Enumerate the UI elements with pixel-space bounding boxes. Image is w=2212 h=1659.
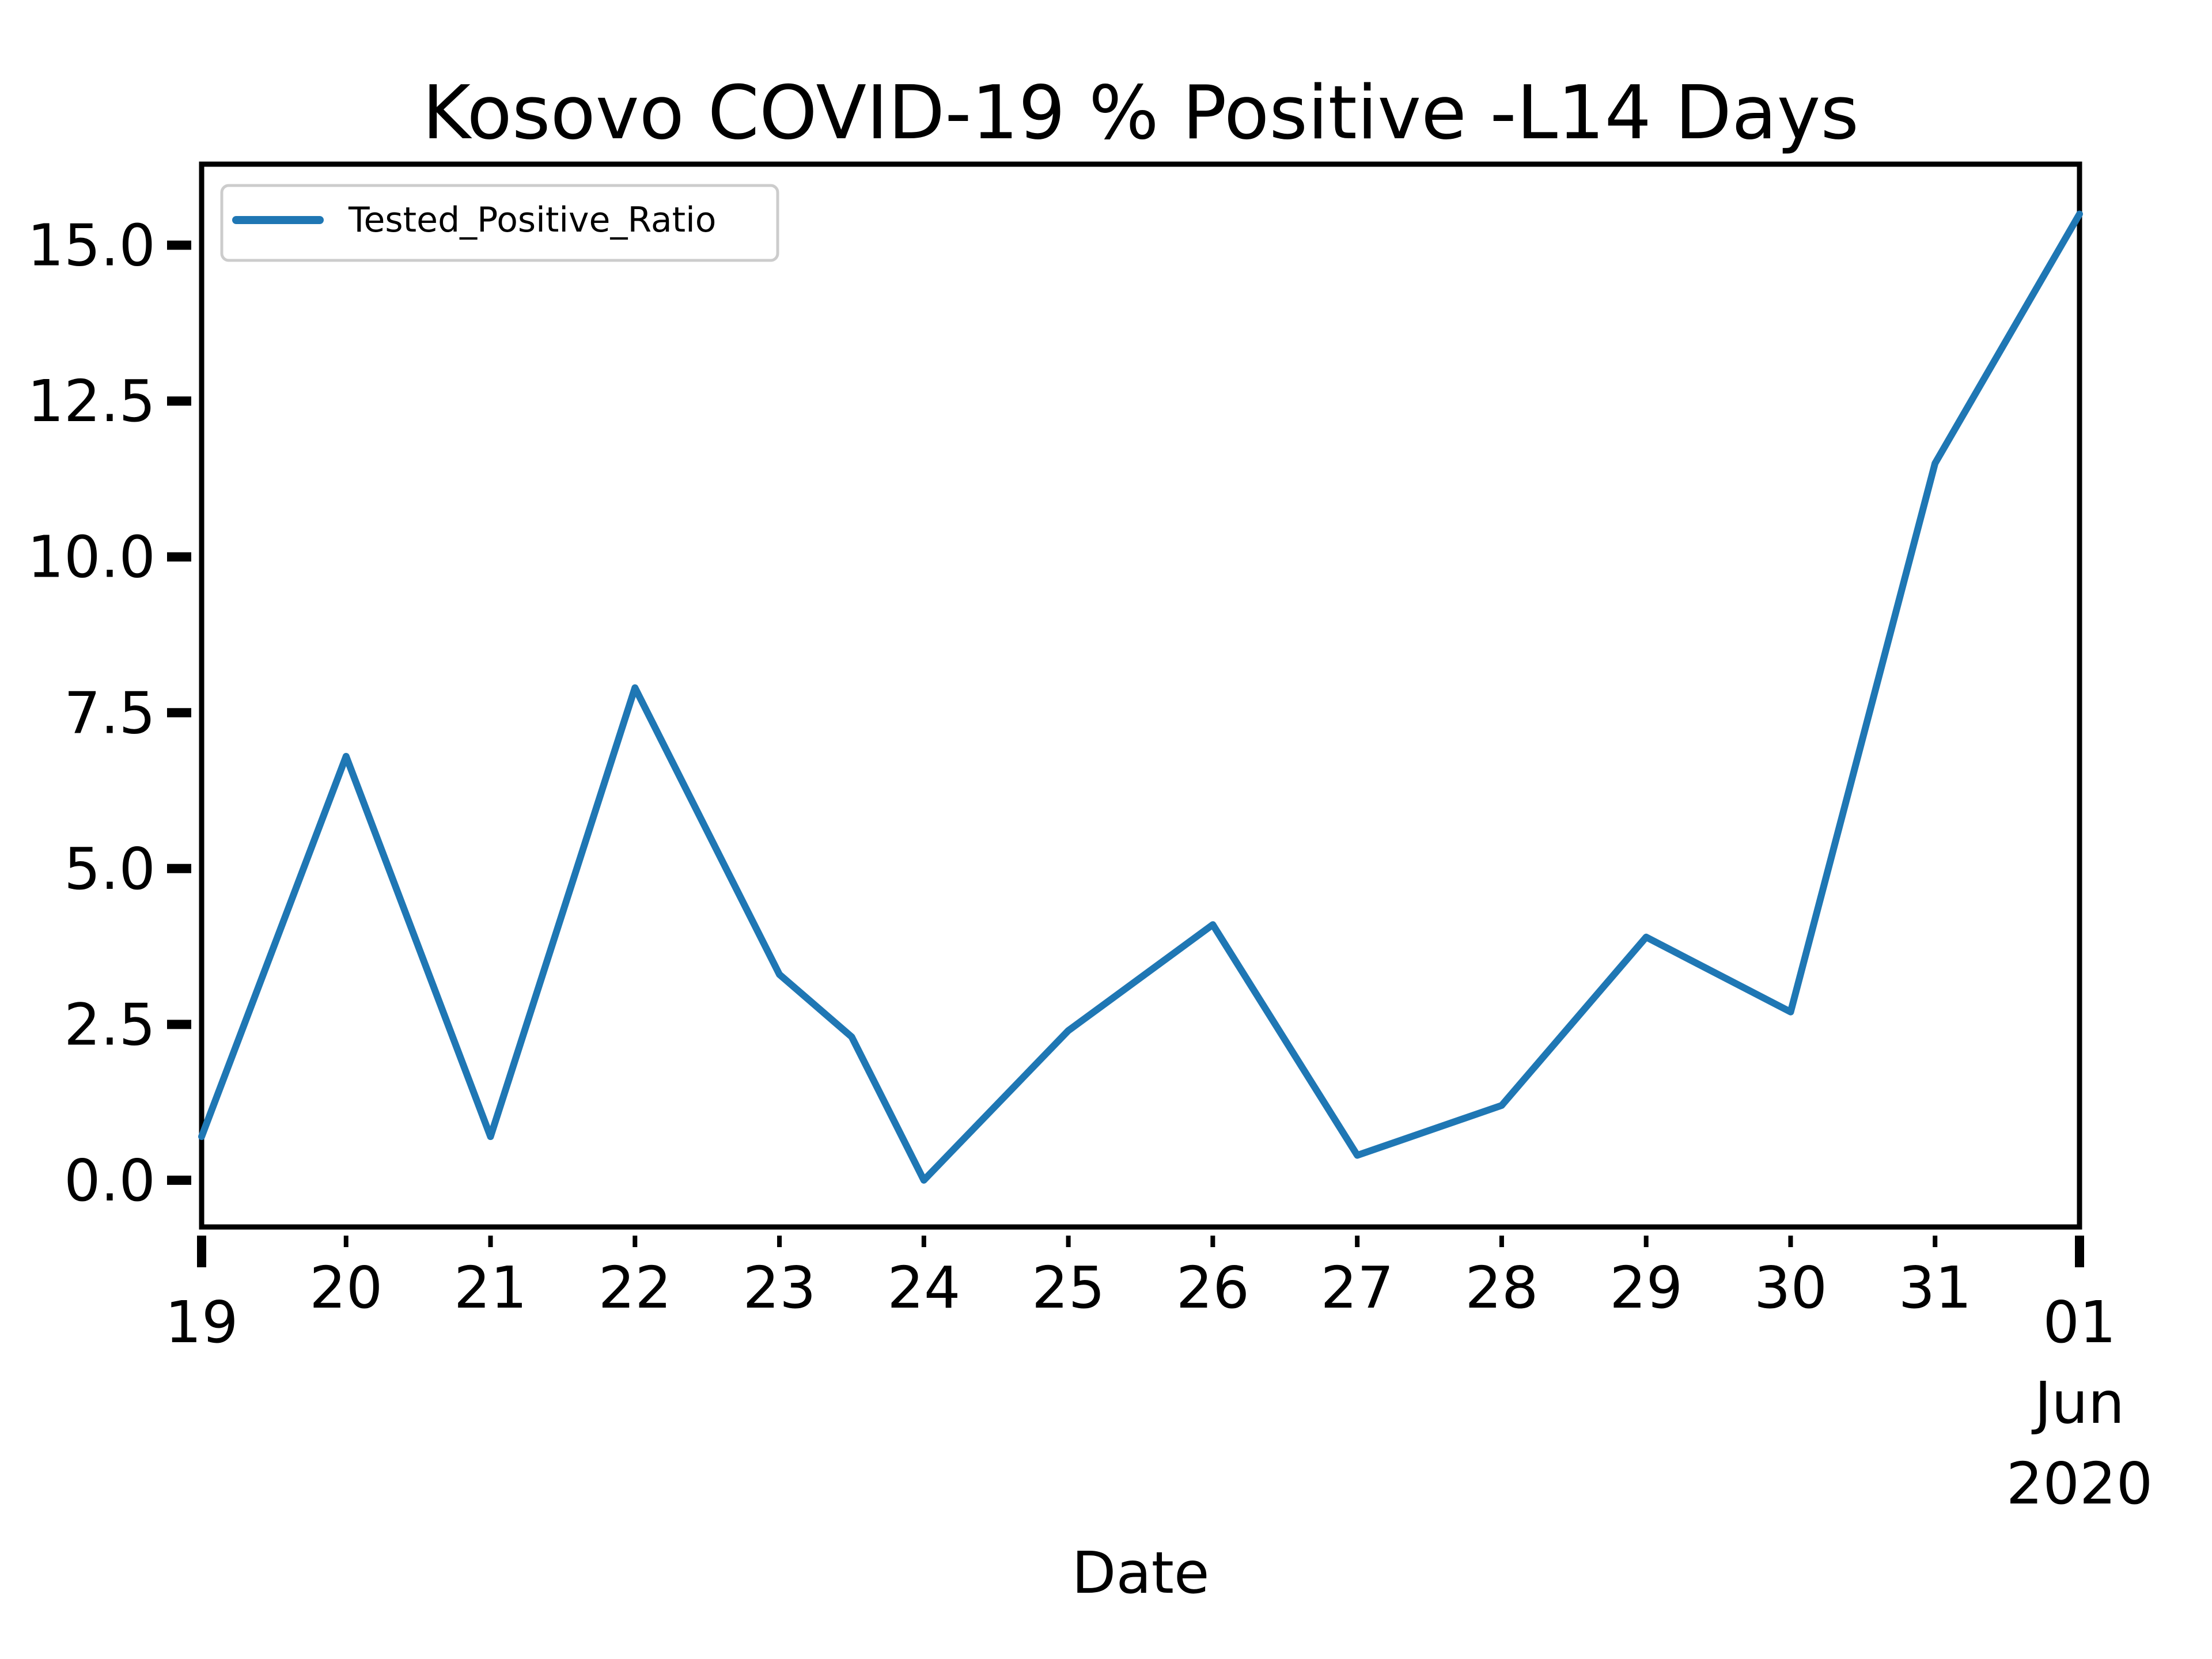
x-tick-label: 28 xyxy=(1465,1254,1538,1321)
y-tick-label: 7.5 xyxy=(64,679,156,747)
series-layer xyxy=(198,210,2083,1184)
plot-area xyxy=(199,161,2082,1230)
x-tick-label: 25 xyxy=(1032,1254,1105,1321)
x-tick-label: 21 xyxy=(454,1254,527,1321)
chart-title: Kosovo COVID-19 % Positive -L14 Days xyxy=(422,70,1859,156)
plot-frame xyxy=(199,161,2082,1230)
y-tick-label: 0.0 xyxy=(64,1147,156,1214)
x-axis-ticks: 19 20 21 22 23 24 25 26 27 28 29 30 31 01 xyxy=(165,1236,2116,1356)
series-line-tested-positive-ratio xyxy=(198,210,2083,1184)
x-tick-label: 27 xyxy=(1321,1254,1394,1321)
x-tick-label: 31 xyxy=(1899,1254,1972,1321)
y-tick-label: 12.5 xyxy=(27,368,156,435)
y-tick-label: 2.5 xyxy=(64,991,156,1058)
x-secondary-month: Jun xyxy=(2031,1369,2124,1437)
legend-label: Tested_Positive_Ratio xyxy=(348,200,717,240)
y-tick-label: 10.0 xyxy=(27,524,156,591)
x-tick-label: 30 xyxy=(1754,1254,1827,1321)
x-tick-label: 26 xyxy=(1176,1254,1249,1321)
x-tick-label: 01 xyxy=(2043,1289,2116,1356)
y-tick-label: 5.0 xyxy=(64,835,156,903)
x-tick-label: 29 xyxy=(1609,1254,1683,1321)
x-axis-label: Date xyxy=(1071,1539,1209,1607)
x-secondary-year: 2020 xyxy=(2006,1450,2153,1517)
x-tick-label: 24 xyxy=(887,1254,960,1321)
y-tick-label: 15.0 xyxy=(27,212,156,279)
legend: Tested_Positive_Ratio xyxy=(220,184,779,262)
legend-box xyxy=(220,184,779,262)
x-tick-label: 20 xyxy=(309,1254,382,1321)
x-tick-label: 23 xyxy=(743,1254,816,1321)
y-axis-ticks: 0.0 2.5 5.0 7.5 10.0 12.5 15.0 xyxy=(27,212,191,1214)
x-tick-label: 22 xyxy=(599,1254,672,1321)
x-tick-label: 19 xyxy=(165,1289,238,1356)
